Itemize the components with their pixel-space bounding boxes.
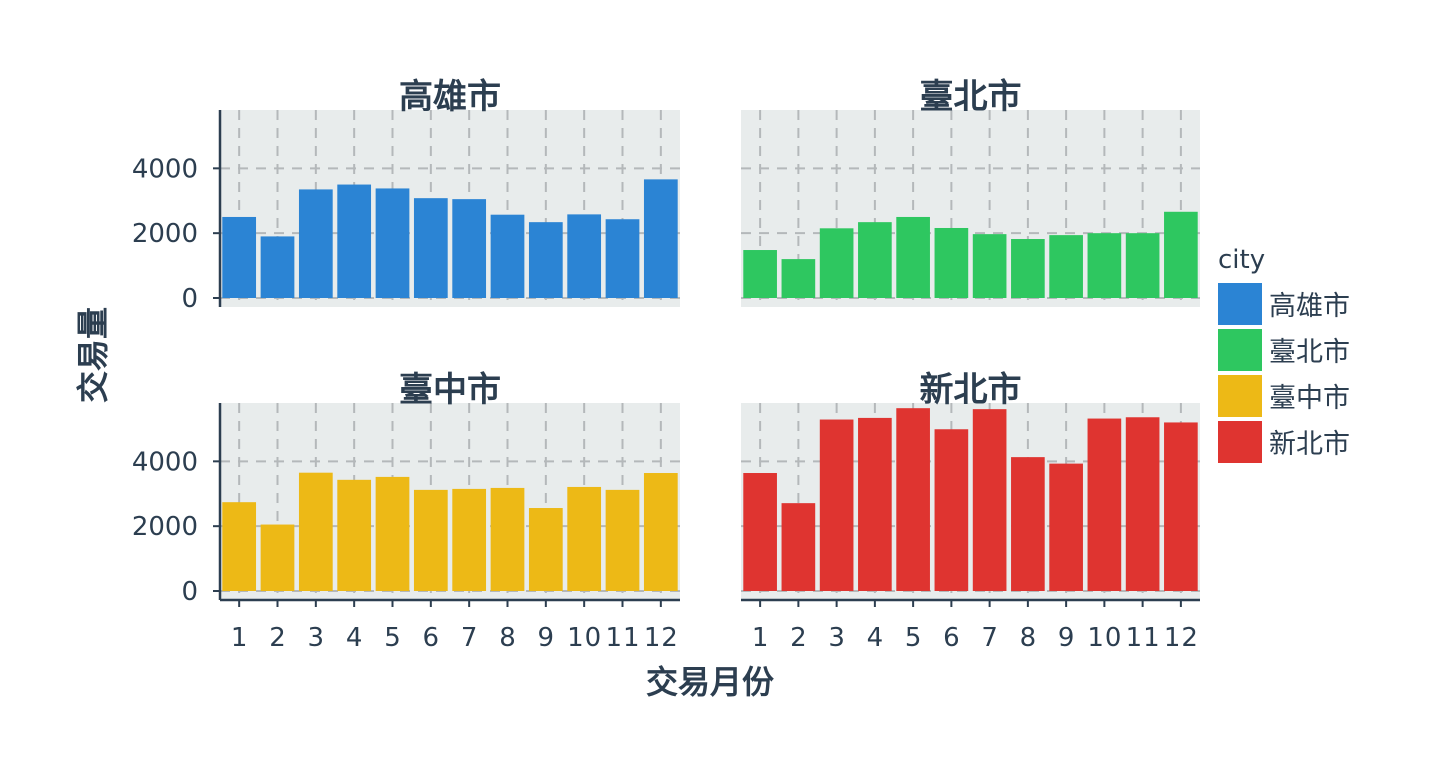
bar (567, 214, 602, 298)
x-tick-label: 11 (1126, 623, 1160, 653)
bar (1125, 233, 1160, 298)
bar (1125, 417, 1160, 591)
bar (605, 219, 640, 298)
bar (260, 524, 295, 591)
bar (896, 408, 930, 591)
y-tick-label: 2000 (132, 512, 198, 542)
panel-background (741, 110, 1200, 307)
panel-title: 臺中市 (399, 370, 501, 410)
panel-title: 高雄市 (399, 77, 501, 117)
bar (819, 419, 854, 591)
bar (452, 199, 487, 298)
bar (452, 488, 487, 591)
bar (337, 479, 372, 591)
bar (528, 508, 563, 591)
x-tick-label: 1 (231, 623, 248, 653)
legend-swatch (1218, 421, 1262, 463)
bar (260, 236, 295, 298)
legend-label: 新北市 (1269, 429, 1350, 460)
y-tick-label: 4000 (132, 447, 198, 477)
bar (222, 216, 257, 298)
x-axis-title: 交易月份 (646, 663, 774, 701)
bar (528, 222, 563, 298)
bar (490, 214, 525, 298)
panel-background (220, 110, 680, 307)
legend-swatch (1218, 283, 1262, 325)
bar (567, 486, 602, 591)
bar (1011, 457, 1045, 591)
y-tick-label: 4000 (132, 154, 198, 184)
x-tick-label: 1 (752, 623, 769, 653)
bar (934, 227, 969, 298)
bar (413, 198, 448, 298)
y-axis-title: 交易量 (74, 307, 112, 403)
bar (1049, 463, 1083, 591)
x-tick-label: 11 (606, 623, 640, 653)
y-tick-label: 0 (181, 284, 198, 314)
bar (781, 259, 816, 298)
x-tick-label: 8 (499, 623, 516, 653)
y-tick-label: 2000 (132, 219, 198, 249)
x-tick-label: 9 (1058, 623, 1075, 653)
legend-label: 高雄市 (1269, 291, 1350, 322)
bar (972, 409, 1007, 591)
x-tick-label: 12 (1164, 623, 1198, 653)
y-tick-label: 0 (181, 577, 198, 607)
x-tick-label: 4 (346, 623, 363, 653)
bar (819, 228, 854, 298)
bar (934, 429, 969, 591)
legend-label: 臺中市 (1269, 383, 1350, 414)
panel-background (220, 403, 680, 600)
bar (781, 503, 816, 591)
bar (298, 189, 333, 298)
x-tick-label: 5 (905, 623, 922, 653)
x-tick-label: 7 (981, 623, 998, 653)
legend-swatch (1218, 329, 1262, 371)
x-tick-label: 3 (828, 623, 845, 653)
x-tick-label: 12 (644, 623, 678, 653)
x-tick-label: 10 (1087, 623, 1121, 653)
x-tick-label: 4 (867, 623, 884, 653)
bar (1087, 418, 1122, 591)
x-tick-label: 2 (269, 623, 286, 653)
panel-background (741, 403, 1200, 600)
bar (605, 489, 640, 591)
panel-title: 臺北市 (920, 77, 1022, 117)
bar (222, 502, 257, 591)
x-tick-label: 8 (1020, 623, 1037, 653)
bar (1087, 233, 1122, 298)
panel-title: 新北市 (920, 370, 1022, 410)
bar (743, 250, 777, 298)
x-tick-label: 7 (461, 623, 478, 653)
legend-swatch (1218, 375, 1262, 417)
bar (1164, 211, 1198, 298)
bar (858, 222, 892, 298)
bar (1011, 239, 1045, 298)
x-tick-label: 6 (943, 623, 960, 653)
legend-title: city (1218, 245, 1265, 275)
x-tick-label: 3 (308, 623, 325, 653)
bar (1164, 422, 1198, 591)
bar (896, 216, 930, 298)
x-tick-label: 10 (567, 623, 601, 653)
legend-label: 臺北市 (1269, 337, 1350, 368)
bar (337, 184, 372, 298)
bar (375, 188, 410, 298)
bar (743, 473, 777, 591)
x-tick-label: 9 (538, 623, 555, 653)
bar (1049, 235, 1083, 298)
x-tick-label: 2 (790, 623, 807, 653)
x-tick-label: 5 (384, 623, 401, 653)
bar (375, 476, 410, 591)
bar (643, 179, 678, 298)
bar (643, 473, 678, 591)
bar (972, 234, 1007, 298)
bar (413, 489, 448, 591)
bar (490, 487, 525, 591)
bar (858, 417, 892, 591)
x-tick-label: 6 (423, 623, 440, 653)
bar (298, 472, 333, 591)
